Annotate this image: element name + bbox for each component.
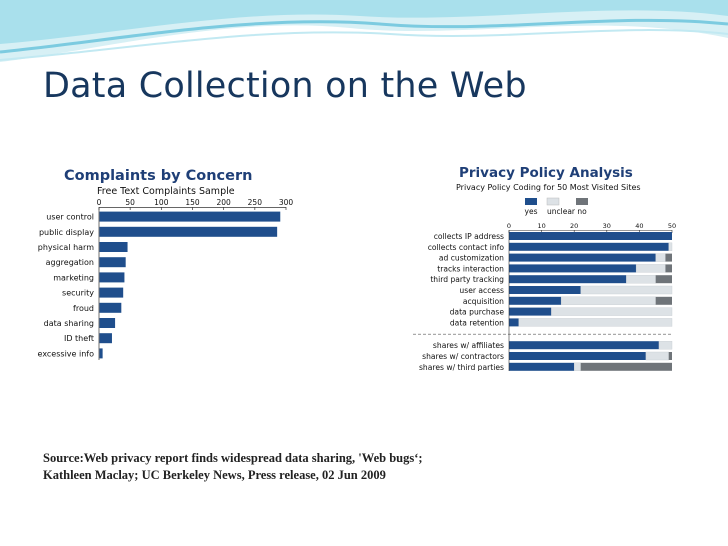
privacy-policy-chart-svg: Privacy Policy Analysis Privacy Policy Co… bbox=[413, 165, 676, 371]
category-label: tracks interaction bbox=[437, 264, 504, 273]
x-tick-label: 50 bbox=[125, 198, 135, 207]
bar-yes-9 bbox=[509, 341, 659, 350]
slide-title: Data Collection on the Web bbox=[43, 66, 527, 106]
category-label: froud bbox=[73, 304, 94, 313]
x-tick-label: 150 bbox=[185, 198, 200, 207]
bar-no-6 bbox=[655, 296, 672, 305]
bar-yes-7 bbox=[509, 307, 552, 316]
category-label: shares w/ affiliates bbox=[433, 341, 504, 350]
bar-5 bbox=[99, 287, 124, 298]
bar-unclear-9 bbox=[658, 340, 673, 350]
bar-yes-4 bbox=[509, 275, 627, 284]
bar-yes-1 bbox=[509, 242, 669, 251]
bar-3 bbox=[99, 257, 126, 268]
bar-no-11 bbox=[580, 362, 672, 371]
bar-yes-3 bbox=[509, 264, 637, 273]
category-label: acquisition bbox=[463, 297, 504, 306]
x-tick-label: 0 bbox=[507, 222, 511, 230]
complaints-chart-svg: Complaints by Concern Free Text Complaint… bbox=[38, 168, 294, 360]
category-label: user access bbox=[459, 286, 504, 295]
complaints-chart: Complaints by Concern Free Text Complaint… bbox=[34, 163, 294, 365]
privacy-policy-chart: Privacy Policy Analysis Privacy Policy Co… bbox=[413, 163, 678, 371]
category-label: data retention bbox=[450, 318, 504, 327]
bar-unclear-3 bbox=[635, 264, 666, 273]
category-label: shares w/ contractors bbox=[422, 352, 504, 361]
category-label: marketing bbox=[53, 273, 94, 282]
chart-title: Privacy Policy Analysis bbox=[459, 165, 633, 181]
chart-title: Complaints by Concern bbox=[64, 168, 252, 184]
bar-unclear-5 bbox=[580, 285, 673, 295]
bar-yes-2 bbox=[509, 253, 656, 262]
bar-2 bbox=[99, 242, 128, 252]
x-tick-label: 300 bbox=[279, 198, 294, 207]
x-tick-label: 50 bbox=[668, 222, 676, 230]
source-citation: Source:Web privacy report finds widespre… bbox=[43, 450, 423, 484]
bar-no-10 bbox=[668, 352, 672, 360]
legend-swatch-no bbox=[576, 198, 588, 205]
bar-no-3 bbox=[665, 264, 672, 273]
bar-yes-11 bbox=[509, 362, 575, 371]
bar-unclear-8 bbox=[518, 318, 673, 327]
bar-unclear-7 bbox=[551, 307, 673, 316]
bar-unclear-4 bbox=[626, 274, 656, 284]
bar-yes-10 bbox=[509, 352, 646, 360]
x-tick-label: 30 bbox=[603, 222, 611, 230]
bar-0 bbox=[99, 211, 281, 222]
bar-yes-0 bbox=[509, 232, 672, 240]
legend-swatch-yes bbox=[525, 198, 537, 205]
bar-7 bbox=[99, 318, 116, 328]
category-label: physical harm bbox=[38, 243, 94, 252]
bar-yes-6 bbox=[509, 296, 562, 305]
category-label: shares w/ third parties bbox=[419, 363, 504, 371]
category-label: ID theft bbox=[64, 334, 94, 343]
legend-label-no: no bbox=[577, 207, 587, 216]
x-tick-label: 100 bbox=[154, 198, 169, 207]
x-tick-label: 20 bbox=[570, 222, 578, 230]
bar-unclear-10 bbox=[645, 351, 669, 361]
bar-unclear-1 bbox=[668, 242, 673, 252]
category-label: data purchase bbox=[450, 308, 505, 317]
category-label: ad customization bbox=[439, 254, 504, 263]
category-label: public display bbox=[39, 228, 94, 237]
x-tick-label: 250 bbox=[248, 198, 263, 207]
bar-8 bbox=[99, 333, 112, 344]
category-label: collects IP address bbox=[434, 232, 504, 241]
category-label: security bbox=[62, 289, 94, 298]
category-label: collects contact info bbox=[428, 243, 505, 252]
source-line-1: Source:Web privacy report finds widespre… bbox=[43, 451, 423, 465]
legend-swatch-unclear bbox=[546, 197, 560, 206]
x-tick-label: 0 bbox=[97, 198, 102, 207]
background-wave bbox=[0, 0, 728, 62]
bar-4 bbox=[99, 272, 125, 283]
chart-subtitle: Privacy Policy Coding for 50 Most Visite… bbox=[456, 183, 641, 192]
bar-1 bbox=[99, 226, 278, 237]
x-tick-label: 10 bbox=[537, 222, 545, 230]
bar-yes-5 bbox=[509, 286, 581, 294]
category-label: user control bbox=[46, 213, 94, 222]
x-tick-label: 200 bbox=[217, 198, 232, 207]
bar-no-4 bbox=[655, 275, 672, 284]
bar-6 bbox=[99, 302, 122, 313]
category-label: data sharing bbox=[44, 319, 94, 328]
source-line-2: Kathleen Maclay; UC Berkeley News, Press… bbox=[43, 468, 386, 482]
category-label: excessive info bbox=[38, 349, 95, 358]
category-label: aggregation bbox=[46, 258, 94, 267]
bar-yes-8 bbox=[509, 318, 519, 327]
bar-9 bbox=[99, 348, 103, 359]
x-tick-label: 40 bbox=[635, 222, 643, 230]
bar-no-2 bbox=[665, 253, 672, 262]
legend-label-yes: yes bbox=[525, 207, 538, 216]
bar-unclear-6 bbox=[560, 296, 656, 306]
bar-unclear-2 bbox=[655, 253, 666, 262]
chart-subtitle: Free Text Complaints Sample bbox=[97, 186, 235, 197]
legend-label-unclear: unclear bbox=[547, 207, 576, 216]
bar-unclear-11 bbox=[573, 362, 581, 371]
category-label: third party tracking bbox=[430, 275, 504, 284]
